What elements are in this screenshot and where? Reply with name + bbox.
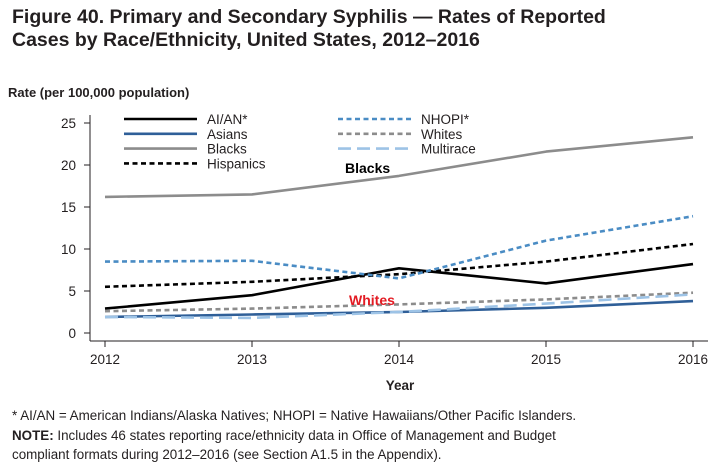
legend-label-whites: Whites	[421, 127, 463, 142]
legend-label-blacks: Blacks	[207, 142, 247, 157]
x-axis-ticks: 2012 2013 2014 2015 2016	[90, 341, 708, 367]
y-axis-label: Rate (per 100,000 population)	[8, 85, 189, 100]
y-tick-label-20: 20	[61, 158, 76, 173]
figure-title: Figure 40. Primary and Secondary Syphili…	[12, 6, 712, 52]
series-line-multirace	[104, 293, 694, 320]
legend-label-aian: AI/AN*	[207, 112, 248, 127]
figure-title-line-1: Figure 40. Primary and Secondary Syphili…	[12, 6, 606, 28]
series-line-nhopi	[104, 214, 694, 280]
figure-title-line-2: Cases by Race/Ethnicity, United States, …	[12, 29, 480, 51]
footnotes: * AI/AN = American Indians/Alaska Native…	[12, 406, 712, 465]
x-tick-label-2016: 2016	[678, 352, 708, 367]
x-axis-label: Year	[386, 378, 415, 393]
annotation-blacks: Blacks	[345, 160, 390, 176]
note-paragraph: NOTE: Includes 46 states reporting race/…	[12, 426, 712, 446]
series-line-blacks	[104, 136, 694, 199]
series-line-hispanics	[104, 242, 694, 289]
legend-label-multirace: Multirace	[421, 142, 476, 157]
legend-label-asians: Asians	[207, 127, 248, 142]
x-tick-label-2013: 2013	[237, 352, 267, 367]
series-line-whites	[104, 291, 694, 313]
y-tick-label-5: 5	[68, 284, 76, 299]
series-line-aian	[104, 262, 694, 310]
legend-label-hispanics: Hispanics	[207, 156, 266, 171]
annotation-whites: Whites	[349, 292, 395, 308]
x-tick-label-2015: 2015	[531, 352, 561, 367]
abbreviation-footnote: * AI/AN = American Indians/Alaska Native…	[12, 408, 577, 423]
y-tick-label-0: 0	[68, 326, 76, 341]
series-lines	[104, 136, 694, 320]
note-label: NOTE:	[12, 427, 54, 443]
y-tick-label-15: 15	[61, 200, 76, 215]
x-tick-label-2014: 2014	[384, 352, 415, 367]
legend-label-nhopi: NHOPI*	[421, 112, 470, 127]
note-text-line-2: compliant formats during 2012–2016 (see …	[12, 447, 442, 462]
line-chart: Rate (per 100,000 population) 0 5 10 15 20 25…	[8, 85, 708, 393]
y-axis-ticks: 0 5 10 15 20 25	[61, 116, 90, 341]
note-text-line-1: Includes 46 states reporting race/ethnic…	[53, 427, 556, 443]
y-tick-label-10: 10	[61, 242, 76, 257]
y-tick-label-25: 25	[61, 116, 76, 131]
x-tick-label-2012: 2012	[90, 352, 120, 367]
